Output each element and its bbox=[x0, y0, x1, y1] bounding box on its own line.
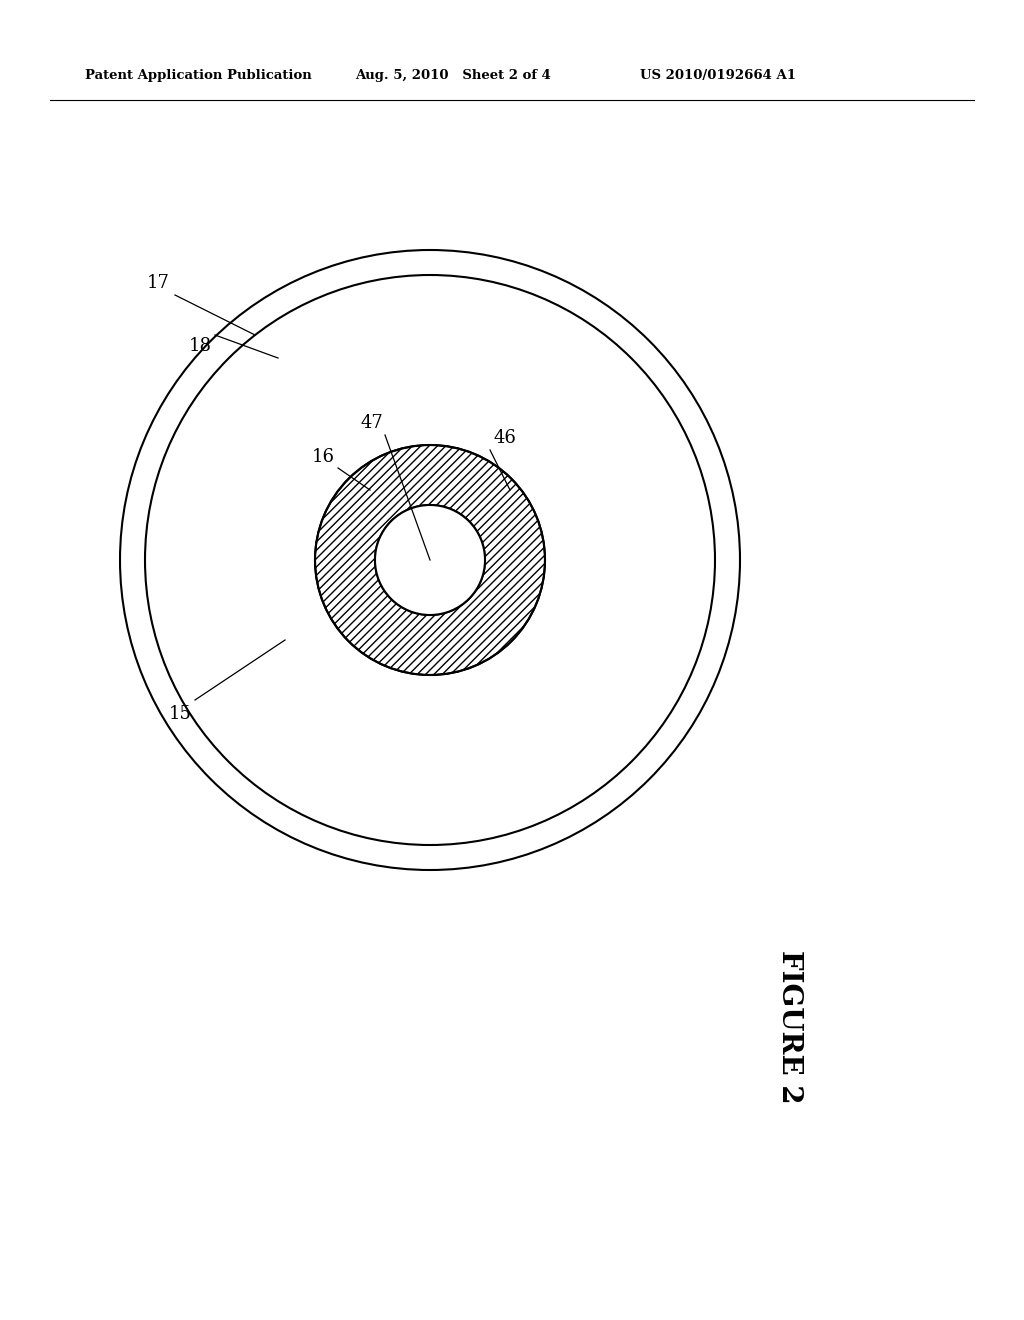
Text: Patent Application Publication: Patent Application Publication bbox=[85, 69, 311, 82]
Text: 16: 16 bbox=[312, 447, 335, 466]
Circle shape bbox=[375, 506, 485, 615]
Text: FIGURE 2: FIGURE 2 bbox=[776, 950, 804, 1104]
Text: 17: 17 bbox=[147, 275, 170, 292]
Text: US 2010/0192664 A1: US 2010/0192664 A1 bbox=[640, 69, 796, 82]
Wedge shape bbox=[315, 445, 545, 675]
Text: Aug. 5, 2010   Sheet 2 of 4: Aug. 5, 2010 Sheet 2 of 4 bbox=[355, 69, 551, 82]
Text: 47: 47 bbox=[360, 414, 383, 432]
Text: 15: 15 bbox=[169, 705, 193, 723]
Text: 46: 46 bbox=[493, 429, 516, 447]
Text: 18: 18 bbox=[189, 337, 212, 355]
